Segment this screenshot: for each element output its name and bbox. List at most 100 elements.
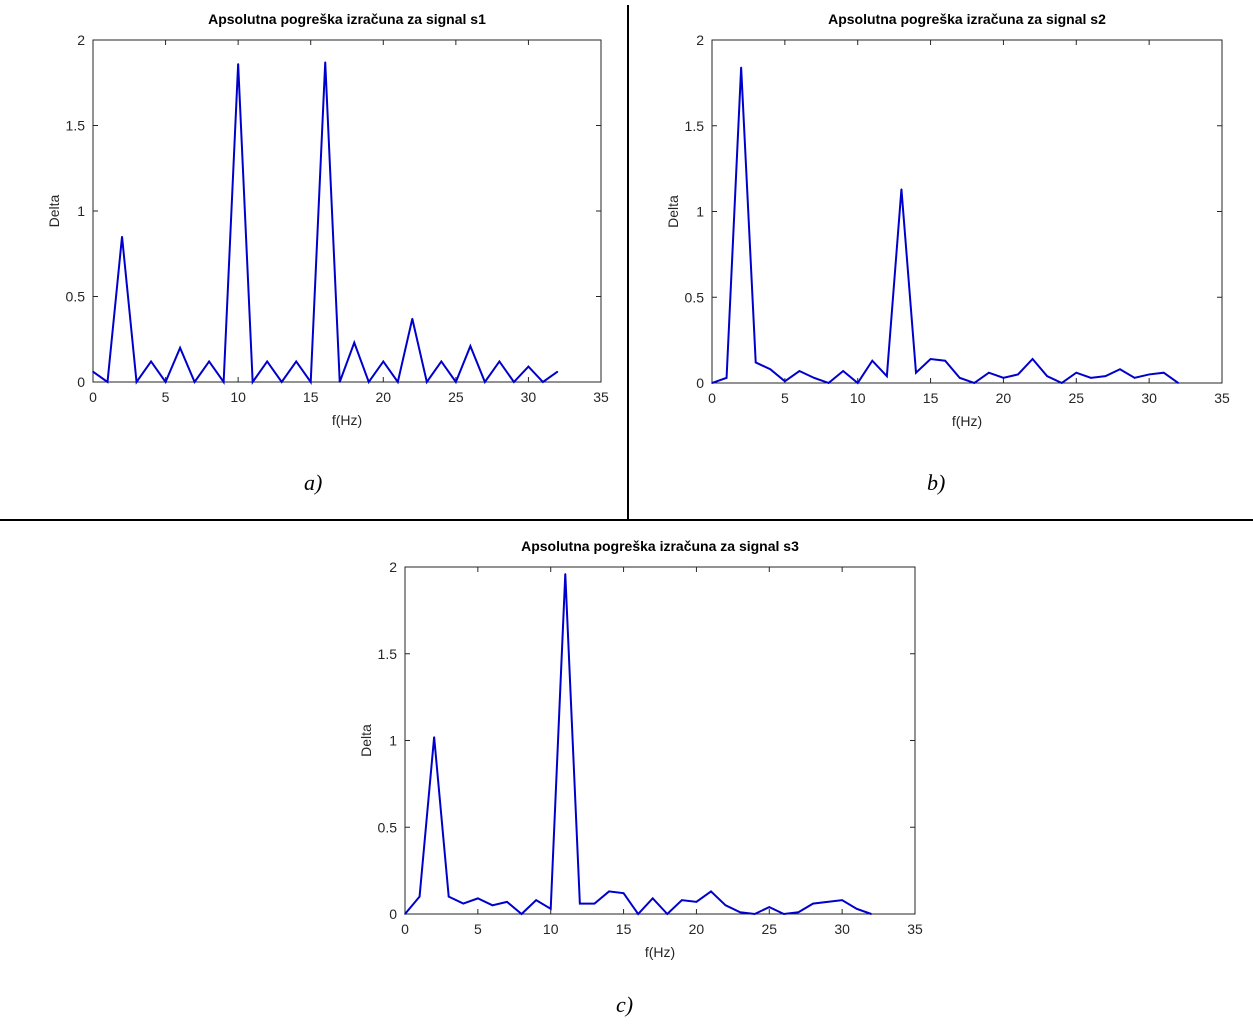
data-point — [1002, 377, 1005, 379]
x-tick-label: 25 — [761, 921, 777, 937]
data-point — [739, 911, 741, 914]
caption-b: b) — [927, 470, 946, 495]
y-tick-label: 0 — [389, 906, 397, 922]
x-tick-label: 35 — [593, 389, 609, 405]
data-point — [498, 360, 501, 363]
data-point — [506, 901, 508, 903]
data-point — [1133, 377, 1136, 379]
data-point — [855, 907, 858, 910]
data-point — [666, 913, 669, 915]
data-point — [797, 911, 800, 914]
chart-title: Apsolutna pogreška izračuna za signal s3 — [521, 538, 799, 554]
data-point — [915, 371, 917, 374]
data-point — [812, 902, 814, 905]
data-point — [651, 897, 654, 900]
data-point — [455, 381, 457, 383]
x-tick-label: 15 — [923, 390, 939, 406]
y-tick-label: 0.5 — [378, 819, 398, 835]
data-point — [973, 382, 976, 384]
x-tick-label: 35 — [1214, 390, 1230, 406]
data-point — [1031, 358, 1034, 360]
data-point — [886, 375, 888, 377]
data-point — [535, 899, 537, 901]
data-point — [740, 66, 742, 69]
x-tick-label: 5 — [781, 390, 789, 406]
y-tick-label: 2 — [77, 32, 85, 48]
data-point — [695, 901, 698, 903]
x-axis-label: f(Hz) — [952, 413, 982, 429]
y-tick-label: 1.5 — [685, 118, 705, 134]
data-point — [411, 317, 414, 320]
data-point — [338, 381, 341, 383]
data-point — [798, 370, 801, 372]
data-point — [725, 377, 728, 379]
data-point — [542, 381, 544, 383]
data-point — [681, 899, 683, 901]
data-point — [426, 381, 428, 383]
data-point — [549, 907, 552, 910]
x-tick-label: 30 — [1141, 390, 1157, 406]
data-point — [827, 382, 830, 384]
data-point — [724, 904, 727, 907]
data-point — [710, 890, 712, 893]
x-tick-label: 10 — [850, 390, 866, 406]
y-tick-label: 1.5 — [378, 646, 398, 662]
y-axis-label: Delta — [358, 724, 374, 757]
data-point — [1119, 368, 1121, 371]
y-tick-label: 0.5 — [685, 289, 705, 305]
data-point — [856, 382, 859, 384]
x-tick-label: 20 — [375, 389, 391, 405]
data-point — [1090, 377, 1092, 379]
data-point — [944, 359, 946, 362]
x-tick-label: 10 — [230, 389, 246, 405]
data-point — [1177, 382, 1180, 384]
x-tick-label: 0 — [708, 390, 716, 406]
x-axis-label: f(Hz) — [332, 412, 362, 428]
data-point — [309, 381, 312, 383]
x-tick-label: 0 — [89, 389, 97, 405]
y-tick-label: 1.5 — [66, 118, 86, 134]
data-point — [556, 370, 559, 373]
data-point — [1104, 375, 1107, 377]
data-point — [783, 913, 785, 915]
x-tick-label: 5 — [474, 921, 482, 937]
data-point — [266, 360, 268, 363]
data-point — [527, 365, 530, 368]
data-point — [1148, 373, 1150, 376]
x-tick-label: 15 — [303, 389, 319, 405]
data-point — [1046, 375, 1048, 377]
data-point — [353, 341, 356, 344]
data-point — [988, 371, 990, 374]
x-axis-label: f(Hz) — [645, 944, 675, 960]
data-point — [150, 360, 152, 363]
y-tick-label: 2 — [389, 559, 397, 575]
data-point — [637, 913, 639, 915]
data-point — [813, 377, 815, 379]
y-axis-label: Delta — [665, 195, 681, 228]
data-point — [608, 890, 610, 893]
data-point — [106, 381, 109, 383]
data-point — [929, 358, 932, 360]
data-point — [121, 235, 123, 238]
data-point — [208, 360, 210, 363]
caption-c: c) — [616, 992, 634, 1017]
data-point — [92, 370, 94, 373]
data-point — [179, 347, 181, 349]
data-point — [404, 913, 406, 915]
data-point — [870, 913, 873, 915]
data-point — [135, 381, 138, 383]
data-point — [900, 188, 903, 191]
data-point — [440, 360, 443, 363]
x-tick-label: 20 — [996, 390, 1012, 406]
data-point — [871, 359, 874, 362]
x-tick-label: 25 — [1068, 390, 1084, 406]
caption-a: a) — [304, 470, 323, 495]
data-point — [513, 381, 515, 383]
data-point — [842, 370, 844, 372]
plot-area — [404, 566, 916, 915]
y-axis-label: Delta — [46, 194, 62, 227]
data-point — [564, 573, 567, 575]
data-point — [295, 360, 298, 363]
data-point — [382, 360, 385, 363]
y-tick-label: 0.5 — [66, 289, 86, 305]
